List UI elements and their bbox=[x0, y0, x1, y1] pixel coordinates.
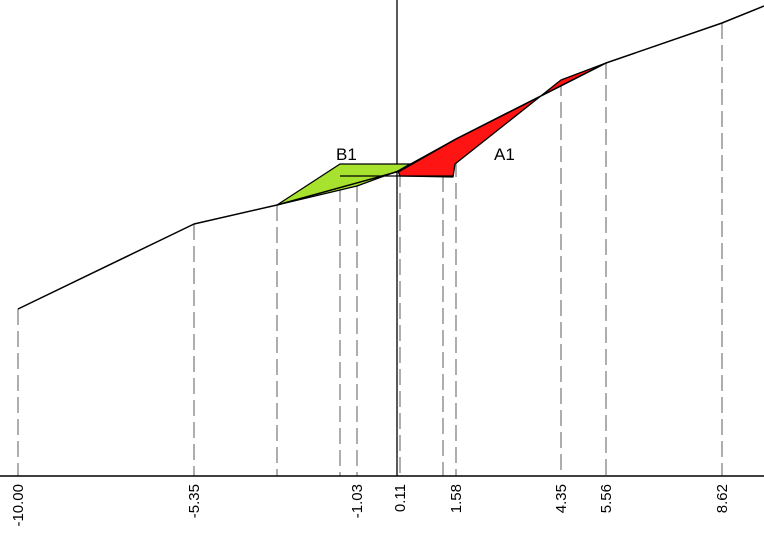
station-label: 0.11 bbox=[392, 484, 409, 512]
station-label: 4.35 bbox=[553, 484, 570, 513]
station-label: 8.62 bbox=[714, 484, 731, 513]
station-label: 5.56 bbox=[598, 484, 615, 513]
station-label: -1.03 bbox=[349, 484, 366, 518]
dashed-reference-lines bbox=[17, 23, 723, 476]
area-label-b1: B1 bbox=[336, 145, 357, 164]
station-label: -10.00 bbox=[10, 484, 27, 527]
ground-profile-line bbox=[17, 5, 764, 310]
station-tick-labels: -10.00 -5.35 -1.03 0.11 1.58 4.35 5.56 8… bbox=[10, 484, 731, 527]
area-label-a1: A1 bbox=[494, 145, 515, 164]
station-label: 1.58 bbox=[448, 484, 465, 513]
station-label: -5.35 bbox=[186, 484, 203, 518]
